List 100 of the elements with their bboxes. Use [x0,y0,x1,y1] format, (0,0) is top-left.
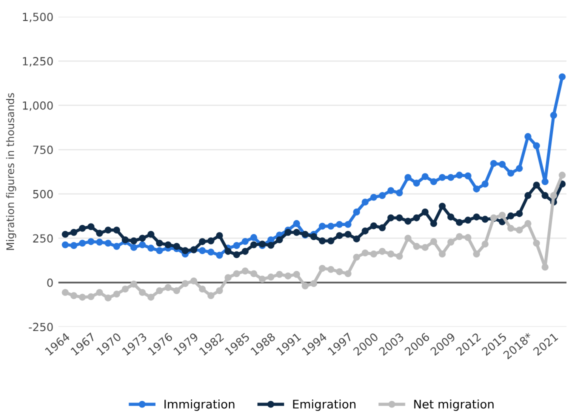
y-tick-label: 750 [33,146,53,154]
point [310,280,318,288]
point [378,224,386,232]
point [438,202,446,210]
y-axis-title: Migration figures in thousands [6,93,16,250]
point [430,178,438,186]
point [516,210,523,218]
point [70,228,78,236]
point [156,287,163,294]
point [147,244,154,252]
point [447,238,454,246]
point [216,252,223,259]
point [293,220,300,227]
point [164,241,172,248]
point [482,240,489,248]
point [464,234,472,241]
point [147,294,154,301]
point [378,248,386,255]
point [198,286,206,293]
y-tick-label: 0 [47,278,53,287]
point [104,226,112,234]
point [224,248,232,255]
point [327,237,334,244]
point [524,220,532,227]
point [62,230,69,238]
point [130,280,138,288]
point [182,280,189,288]
point [70,242,78,249]
point [267,242,274,249]
point [216,232,223,240]
point [267,236,274,244]
point [482,216,489,223]
point [207,292,214,300]
point [413,180,420,187]
point [138,234,146,242]
point [78,224,86,232]
point [327,222,334,230]
point [413,242,420,250]
point [362,227,369,234]
point [258,276,266,283]
point [550,192,558,200]
point [473,186,480,192]
point [190,277,198,284]
point [370,222,378,230]
point [387,250,394,258]
point [62,241,69,248]
point [344,230,352,238]
point [404,234,412,242]
point [87,293,94,300]
y-tick-label: 500 [33,190,53,198]
point [378,192,386,200]
point [438,174,446,181]
point [293,228,300,236]
point [550,112,558,119]
point [422,173,429,180]
point [533,142,540,150]
point [542,192,549,200]
point [370,250,378,258]
point [96,238,103,246]
point [293,270,300,278]
point [353,254,360,261]
point [473,214,480,220]
point [318,237,326,244]
point [344,270,352,278]
point [173,287,180,294]
point [404,218,412,225]
point [498,160,506,168]
point [233,251,240,258]
y-tick-label: 1,000 [22,101,53,111]
point [242,248,249,255]
point [310,233,318,240]
y-tick-label: 250 [33,234,53,243]
point [78,294,86,301]
point [558,73,566,80]
point [78,240,86,247]
point [498,212,506,219]
point [276,236,283,244]
point [233,242,240,249]
point [318,264,326,272]
point [250,234,258,241]
point [464,216,472,224]
point [422,208,429,216]
point [156,240,163,247]
point [267,274,274,281]
point [250,241,258,248]
point [482,180,489,188]
point [456,218,463,226]
point [447,214,454,220]
point [353,235,360,242]
point [464,172,472,180]
point [516,164,523,172]
point [113,242,120,250]
point [113,290,120,298]
point [542,264,549,271]
point [87,238,94,246]
point [396,214,403,222]
point [96,288,103,296]
point [276,270,283,278]
point [138,288,146,296]
point [336,220,343,228]
